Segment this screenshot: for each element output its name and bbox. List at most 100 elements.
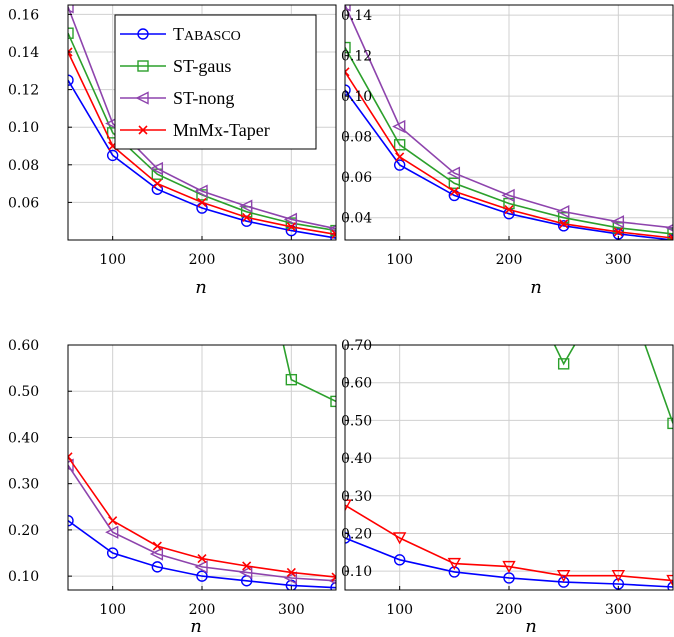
chart-panel-2: 100 200 300 0.04 0.06 0.08 0.10 0.12 0.14 n <box>341 4 674 298</box>
y-tick-label: 0.12 <box>8 83 39 99</box>
marker-point <box>448 566 461 578</box>
marker-point <box>345 499 352 512</box>
y-tick-label: 0.50 <box>8 384 39 400</box>
y-tick-label: 0.16 <box>8 7 39 23</box>
grid <box>345 5 673 240</box>
marker-point <box>449 186 459 196</box>
series-4 <box>68 452 336 582</box>
marker-point <box>610 215 625 229</box>
marker-point <box>242 178 252 188</box>
x-tick-label: 200 <box>496 252 523 268</box>
series-1 <box>345 532 673 590</box>
marker-point <box>242 561 252 571</box>
marker-point <box>197 197 207 207</box>
marker-point <box>447 557 462 571</box>
marker-point <box>504 205 514 215</box>
marker-point <box>68 47 73 57</box>
marker-point <box>151 561 164 573</box>
marker-point <box>152 541 162 551</box>
x-axis-label: n <box>525 616 537 637</box>
marker-point <box>667 581 673 590</box>
marker-point <box>667 417 673 430</box>
marker-point <box>135 91 149 105</box>
marker-point <box>559 219 569 229</box>
plot-area <box>68 5 336 240</box>
y-tick-label: 0.14 <box>8 45 39 61</box>
marker-point <box>68 27 74 39</box>
marker-point <box>149 547 164 561</box>
series-3 <box>345 499 673 588</box>
x-tick-label: 100 <box>99 252 126 268</box>
marker-point <box>149 161 164 176</box>
y-tick-label: 0.50 <box>341 413 372 429</box>
y-tick-label: 0.40 <box>341 451 372 467</box>
series-line <box>282 345 336 403</box>
marker-point <box>283 212 298 226</box>
legend-item-3: ST-nong <box>120 88 234 108</box>
marker-point <box>446 166 461 180</box>
marker-point <box>68 514 74 527</box>
series-line <box>345 89 673 240</box>
marker-point <box>106 547 119 559</box>
marker-point <box>557 576 570 588</box>
y-tick-label: 0.60 <box>341 376 372 392</box>
marker-point <box>194 184 208 198</box>
marker-point <box>556 569 571 583</box>
marker-point <box>393 554 406 566</box>
marker-point <box>68 74 74 86</box>
plot-area <box>68 178 336 590</box>
legend-label-part: ABASCO <box>184 29 241 44</box>
marker-point <box>557 358 570 370</box>
series-line <box>68 464 336 582</box>
x-axis-label: n <box>190 616 202 637</box>
marker-point <box>137 28 149 40</box>
marker-point <box>137 60 149 72</box>
marker-point <box>611 569 626 583</box>
y-tick-label: 0.06 <box>8 195 39 211</box>
plot-area <box>345 5 673 240</box>
legend-box <box>114 14 317 150</box>
marker-point <box>285 224 298 237</box>
marker-point <box>283 571 298 585</box>
x-tick-label: 100 <box>386 252 413 268</box>
marker-point <box>393 159 406 171</box>
legend-label: ST-nong <box>173 88 234 108</box>
marker-point <box>666 574 673 588</box>
marker-point <box>152 179 162 189</box>
marker-point <box>239 565 253 580</box>
x-axis-label: n <box>530 277 542 298</box>
legend-item-4: MnMx-Taper <box>120 120 270 140</box>
marker-point <box>392 532 407 545</box>
x-tick-label: 100 <box>99 602 126 618</box>
series-2 <box>242 178 336 408</box>
y-tick-label: 0.30 <box>8 477 39 493</box>
legend-label: ST-gaus <box>173 56 231 76</box>
x-tick-label: 200 <box>189 602 216 618</box>
series-line <box>68 520 336 589</box>
plot-area <box>345 345 673 590</box>
chart-panel-4: 100 200 300 0.10 0.20 0.30 0.40 0.50 0.60 0.70 n <box>341 338 674 637</box>
marker-point <box>330 581 336 590</box>
marker-point <box>668 233 673 240</box>
marker-point <box>345 67 350 77</box>
legend-label: TABASCO <box>173 24 241 44</box>
chart-panel-1: 100 200 300 0.06 0.08 0.10 0.12 0.14 0.16 n TABASC… <box>8 4 337 298</box>
y-tick-label: 0.30 <box>341 489 372 505</box>
x-tick-label: 300 <box>605 602 632 618</box>
series-line <box>345 5 673 229</box>
marker-point <box>393 139 406 151</box>
y-tick-label: 0.60 <box>8 338 39 354</box>
marker-point <box>242 212 252 223</box>
series-4 <box>345 67 673 240</box>
x-tick-label: 100 <box>386 602 413 618</box>
x-tick-label: 200 <box>496 602 523 618</box>
marker-point <box>448 177 461 189</box>
y-tick-label: 0.40 <box>8 430 39 446</box>
marker-point <box>194 560 208 574</box>
marker-point <box>330 232 336 240</box>
marker-point <box>285 373 298 386</box>
marker-point <box>330 395 336 408</box>
marker-point <box>108 516 118 526</box>
marker-point <box>105 525 119 539</box>
legend-item-1: TABASCO <box>120 24 241 44</box>
